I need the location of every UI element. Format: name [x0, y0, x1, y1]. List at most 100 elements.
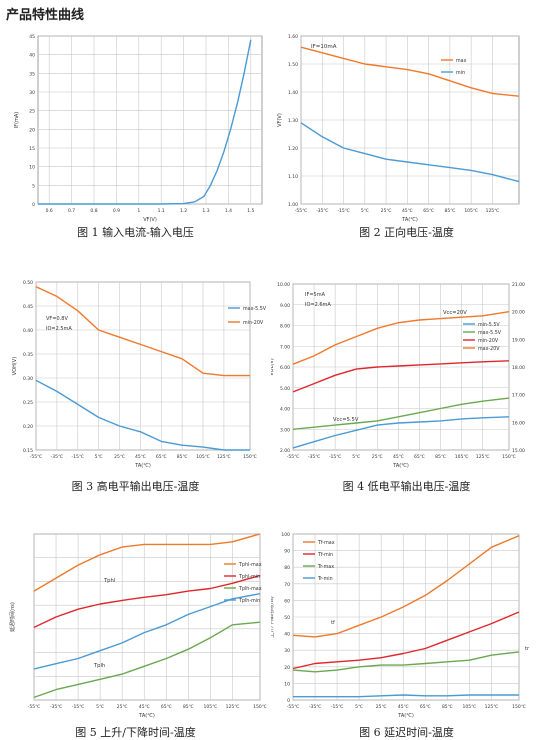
x-tick-label: 85℃: [435, 454, 446, 460]
x-tick-label: 85℃: [444, 208, 455, 214]
x-tick-label: 125℃: [476, 454, 490, 460]
x-tick-label: 105℃: [463, 704, 477, 710]
y-tick-label: 1.40: [288, 90, 298, 96]
x-tick-label: 105℃: [204, 704, 218, 710]
y-tick-label: 60: [284, 598, 290, 604]
x-tick-label: -15℃: [331, 704, 343, 710]
x-tick-label: 5℃: [355, 704, 363, 710]
x-tick-label: 65℃: [420, 704, 431, 710]
x-axis-label: TA(℃): [138, 713, 155, 719]
y2-tick-label: 16.00: [512, 420, 525, 426]
y-tick-label: 0: [287, 698, 290, 704]
y-tick-label: 40: [29, 53, 35, 59]
x-tick-label: -35℃: [51, 454, 63, 460]
legend-label: Tr-min: [317, 576, 333, 582]
y-tick-label: 0.15: [23, 448, 33, 454]
x-tick-label: 1: [137, 208, 140, 214]
x-tick-label: 1.5: [247, 208, 254, 214]
y-tick-label: 70: [284, 582, 290, 588]
y-tick-label: 1.30: [288, 118, 298, 124]
x-tick-label: -15℃: [72, 704, 84, 710]
y-tick-label: 35: [29, 71, 35, 77]
chart-svg-1: 0 5 10 15 20 25 30 35 40 45 0.6 0.7 0.8 0.9 1 1.1 1.2 1.3…: [14, 34, 263, 223]
y-tick-label: 0.40: [23, 328, 33, 334]
curve-label: Vcc=5.5V: [333, 417, 359, 423]
x-tick-label: -35℃: [308, 454, 320, 460]
curve-label: tr: [525, 646, 530, 652]
x-tick-label: 125℃: [486, 208, 500, 214]
series-line-min-5-5v: [292, 416, 510, 449]
chart-svg-2: 1.00 1.10 1.20 1.30 1.40 1.50 1.60 -55℃ -35℃ -15℃…: [277, 34, 520, 223]
legend-label: Tf-min: [317, 552, 333, 558]
legend-label: min-20V: [478, 338, 499, 344]
x-tick-label: 65℃: [156, 454, 167, 460]
x-tick-label: 85℃: [177, 454, 188, 460]
x-tick-label: 150℃: [243, 454, 257, 460]
series-line-tr-min: [293, 694, 519, 698]
y-axis-label: 延迟时间(ns): [9, 602, 16, 632]
y-tick-label: 80: [284, 565, 290, 571]
x-tick-label: 0.7: [68, 208, 75, 214]
x-tick-label: 0.9: [113, 208, 120, 214]
x-tick-label: 65℃: [414, 454, 425, 460]
x-tick-label: 25℃: [372, 454, 383, 460]
curve-label: Tphl: [103, 578, 115, 584]
y-tick-label: 0: [32, 202, 35, 208]
y-tick-label: 10: [29, 165, 35, 171]
x-tick-label: 150℃: [502, 454, 516, 460]
x-tick-label: 5℃: [352, 454, 360, 460]
x-tick-label: 1.3: [202, 208, 209, 214]
x-tick-label: -35℃: [50, 704, 62, 710]
series-line-max-5-5v: [35, 379, 250, 451]
chart-svg-5: -55℃ -35℃ -15℃ 5℃ 25℃ 45℃ 65℃ 85℃ 105℃ 125℃ 150℃ TA…: [9, 533, 267, 719]
y-tick-label: 25: [29, 109, 35, 115]
y-tick-label: 7.00: [280, 344, 290, 350]
legend-label: max-5.5V: [243, 306, 267, 312]
caption-fig4: 图 4 低电平输出电压-温度: [342, 480, 471, 493]
caption-fig2: 图 2 正向电压-温度: [359, 226, 454, 239]
y2-tick-label: 15.00: [512, 448, 525, 454]
legend-label: min-20V: [243, 320, 264, 326]
chart-low-level-output-voltage: 2.00 3.00 4.00 5.00 6.00 7.00 8.00 9.00 10.00 15.…: [271, 276, 542, 476]
legend-label: Tphl-max: [238, 562, 262, 568]
y-tick-label: 5.00: [280, 386, 290, 392]
x-tick-label: -15℃: [337, 208, 349, 214]
x-tick-label: 1.2: [180, 208, 187, 214]
y-tick-label: 5: [32, 183, 35, 189]
y-tick-label: 30: [284, 648, 290, 654]
annotation: IO=2.6mA: [305, 302, 331, 308]
y-tick-label: 100: [281, 532, 290, 538]
series-line-tf-max: [292, 535, 520, 638]
x-tick-label: 105℃: [196, 454, 210, 460]
x-tick-label: 45℃: [393, 454, 404, 460]
caption-fig3: 图 3 高电平输出电压-温度: [71, 480, 200, 493]
chart-svg-3: 0.15 0.20 0.25 0.30 0.35 0.40 0.45 0.50 -55℃ -35℃…: [12, 280, 267, 469]
series-line-min: [300, 122, 520, 183]
x-tick-label: 0.8: [90, 208, 97, 214]
y-tick-label: 3.00: [280, 427, 290, 433]
y2-tick-label: 21.00: [512, 282, 525, 288]
y-tick-label: 20: [29, 127, 35, 133]
y-axis-label: VOL(V): [271, 358, 275, 375]
y-tick-label: 0.35: [23, 352, 33, 358]
y-tick-label: 90: [284, 549, 290, 555]
y-tick-label: 9.00: [280, 303, 290, 309]
y-tick-label: 1.00: [288, 202, 298, 208]
series-line-tphl-max: [33, 533, 261, 592]
caption-fig6: 图 6 延迟时间-温度: [359, 726, 454, 739]
y-tick-label: 30: [29, 90, 35, 96]
y-tick-label: 10: [284, 681, 290, 687]
y-tick-label: 0.20: [23, 424, 33, 430]
series-line-max: [300, 46, 520, 97]
y-tick-label: 6.00: [280, 365, 290, 371]
y-tick-label: 10.00: [277, 282, 290, 288]
legend-label: min: [456, 70, 465, 76]
chart-delay-time: 0 10 20 30 40 50 60 70 80 90 100 -55℃ -35℃ -15℃ 5℃ 25℃ 4…: [271, 526, 542, 722]
x-tick-label: 45℃: [139, 704, 150, 710]
y-tick-label: 45: [29, 34, 35, 40]
y-tick-label: 1.60: [288, 34, 298, 40]
curve-label: Vcc=20V: [443, 310, 467, 316]
x-tick-label: 0.6: [46, 208, 53, 214]
y-tick-label: 50: [284, 615, 290, 621]
x-tick-label: 125℃: [226, 704, 240, 710]
